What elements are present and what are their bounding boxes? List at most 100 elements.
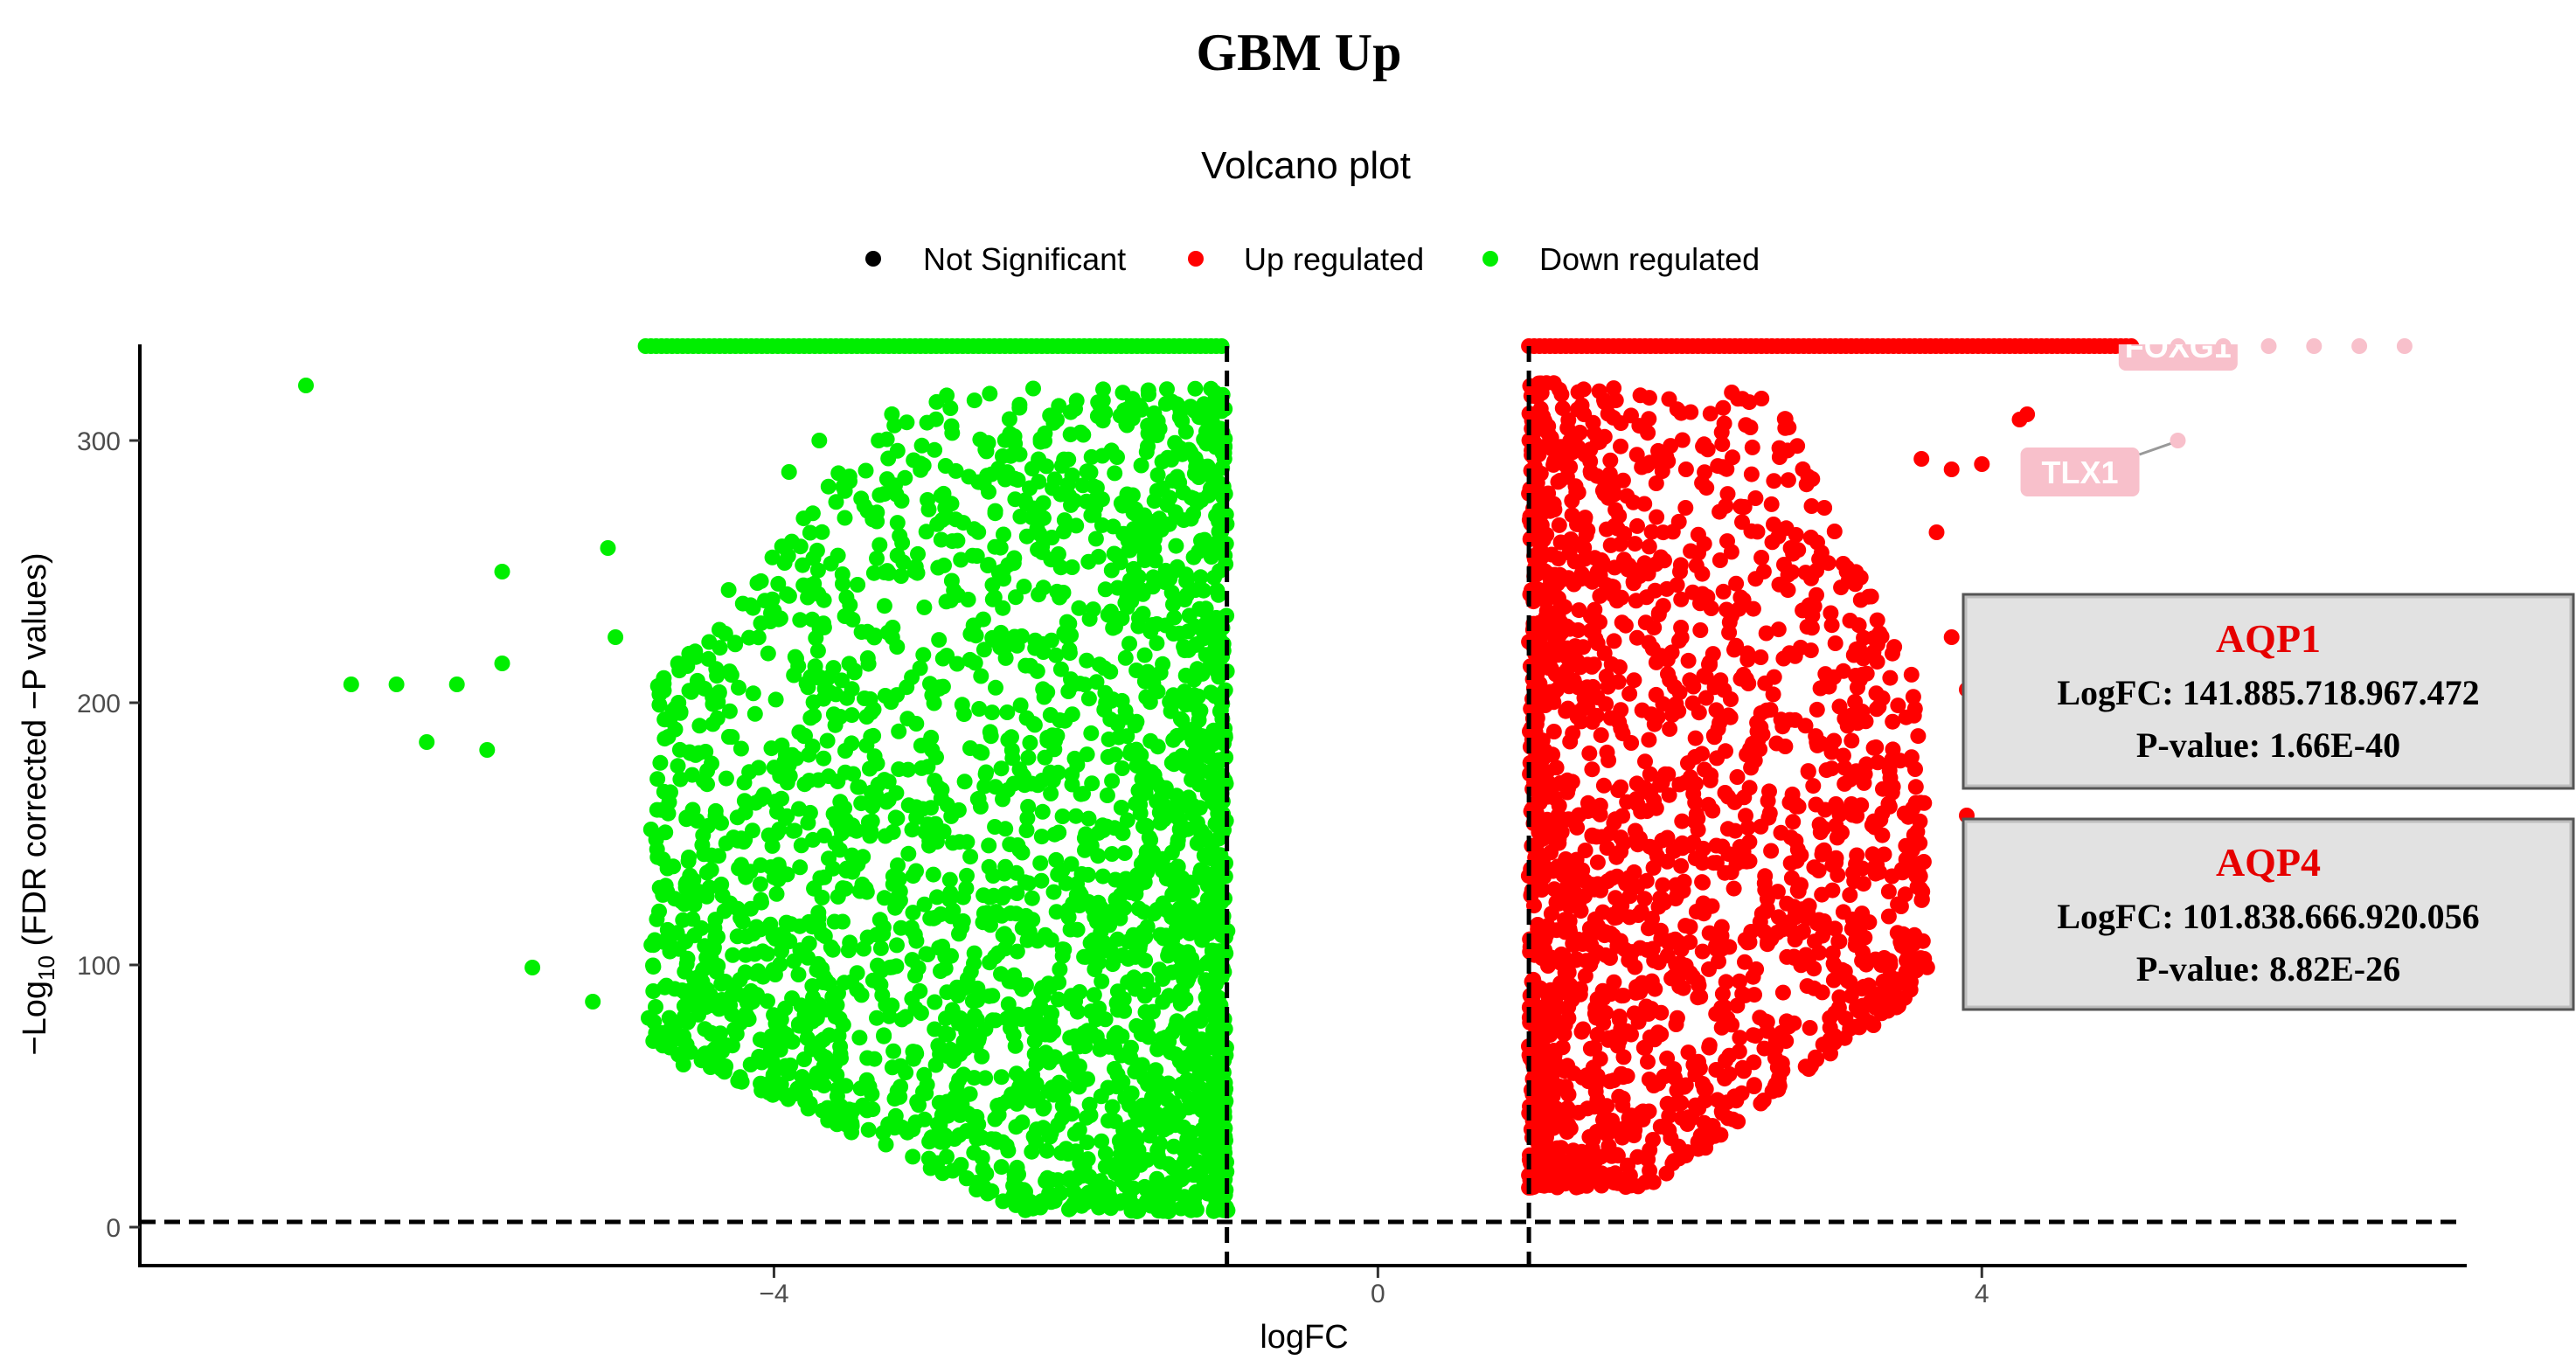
down-regulated-point — [973, 668, 989, 684]
up-regulated-point — [1687, 775, 1704, 792]
down-regulated-point — [824, 941, 841, 958]
up-regulated-point — [1758, 625, 1774, 642]
up-regulated-point — [1739, 651, 1756, 668]
down-regulated-point — [710, 928, 726, 945]
legend-marker-up-regulated — [1188, 251, 1204, 267]
down-regulated-point — [891, 761, 907, 778]
down-regulated-point — [693, 919, 710, 936]
up-regulated-point — [1701, 925, 1718, 941]
down-regulated-point — [987, 1012, 1003, 1029]
down-regulated-point — [1001, 411, 1017, 427]
down-regulated-point — [1166, 1096, 1183, 1113]
up-regulated-point — [1607, 811, 1623, 828]
up-regulated-point — [1882, 953, 1899, 969]
down-regulated-point — [1064, 706, 1080, 723]
up-regulated-point — [1552, 975, 1569, 991]
callout-aqp4-gene: AQP4 — [2216, 840, 2321, 885]
down-regulated-point — [645, 1033, 662, 1049]
down-regulated-point — [1111, 1133, 1128, 1149]
up-regulated-point — [1880, 884, 1897, 899]
down-regulated-point — [927, 411, 944, 427]
up-regulated-point — [1872, 811, 1889, 828]
down-regulated-point — [1095, 381, 1111, 398]
down-regulated-point — [935, 1134, 952, 1150]
down-regulated-point — [1045, 884, 1062, 900]
up-regulated-point — [1561, 648, 1578, 664]
down-regulated-point — [984, 591, 1001, 607]
down-regulated-point — [876, 890, 892, 906]
down-regulated-point — [1043, 932, 1059, 948]
down-regulated-point — [912, 982, 928, 999]
down-regulated-point — [1146, 1066, 1163, 1083]
down-regulated-point — [995, 890, 1010, 906]
down-regulated-point — [941, 871, 958, 888]
down-regulated-point — [661, 1010, 677, 1026]
down-regulated-point — [651, 686, 668, 703]
gene-label: TLX1 — [2020, 433, 2186, 496]
up-regulated-point — [1904, 842, 1920, 858]
up-regulated-point — [1641, 411, 1657, 427]
up-regulated-point — [1842, 887, 1858, 903]
down-regulated-point — [953, 552, 969, 568]
up-regulated-point — [1732, 1030, 1748, 1046]
down-regulated-point — [995, 926, 1011, 943]
down-regulated-point — [1012, 509, 1029, 524]
down-regulated-point — [1183, 510, 1199, 527]
down-regulated-point — [921, 1134, 938, 1150]
down-regulated-point — [774, 1023, 790, 1040]
callout-aqp4: AQP4 LogFC: 101.838.666.920.056 P-value:… — [1962, 817, 2575, 1011]
up-regulated-point — [1566, 1154, 1582, 1169]
up-regulated-point — [1865, 739, 1882, 756]
down-regulated-point — [752, 876, 768, 892]
legend: Not Significant Up regulated Down regula… — [865, 241, 1760, 277]
down-regulated-point — [1193, 823, 1210, 839]
down-regulated-point — [1191, 1155, 1208, 1171]
down-regulated-point — [784, 1033, 801, 1050]
up-regulated-point — [1581, 920, 1598, 937]
up-regulated-point — [1591, 882, 1607, 899]
callout-aqp1-pvalue: P-value: 1.66E-40 — [2136, 725, 2400, 765]
down-regulated-point — [816, 592, 832, 608]
callout-aqp1: AQP1 LogFC: 141.885.718.967.472 P-value:… — [1962, 593, 2575, 790]
down-regulated-point — [1056, 512, 1073, 529]
down-regulated-point — [1071, 1079, 1087, 1095]
up-regulated-point — [1847, 937, 1864, 954]
down-regulated-point — [1136, 647, 1153, 663]
up-regulated-point — [1755, 563, 1772, 579]
up-regulated-point — [1752, 1010, 1768, 1026]
up-regulated-point — [1843, 732, 1860, 749]
up-regulated-point — [1766, 517, 1781, 532]
down-regulated-point — [918, 1085, 934, 1101]
up-regulated-point — [1552, 627, 1567, 643]
down-regulated-point — [1006, 1166, 1023, 1183]
up-regulated-point — [1604, 906, 1621, 923]
down-regulated-point — [1080, 1184, 1097, 1201]
down-regulated-point — [843, 821, 859, 837]
down-regulated-point — [997, 821, 1014, 837]
down-regulated-point — [662, 943, 678, 960]
down-regulated-point — [660, 729, 677, 745]
down-regulated-point — [780, 1091, 796, 1107]
down-regulated-point — [1098, 695, 1114, 711]
down-regulated-point — [1189, 960, 1205, 975]
down-regulated-point — [1147, 552, 1163, 569]
down-regulated-point — [934, 512, 950, 528]
up-regulated-point — [1562, 1121, 1579, 1137]
down-regulated-point — [1217, 720, 1233, 737]
down-regulated-point — [585, 994, 601, 1010]
down-regulated-point — [774, 790, 789, 807]
down-regulated-point — [741, 629, 757, 646]
down-regulated-point — [809, 642, 826, 659]
down-regulated-point — [1071, 1121, 1087, 1138]
up-regulated-point — [1530, 763, 1546, 779]
down-regulated-point — [985, 631, 1002, 648]
down-regulated-point — [1155, 971, 1171, 987]
up-regulated-point — [1614, 589, 1629, 606]
down-regulated-point — [1100, 1079, 1116, 1096]
up-regulated-point — [1612, 536, 1628, 552]
down-regulated-point — [767, 691, 784, 708]
down-regulated-point — [886, 417, 903, 434]
up-regulated-point — [1523, 941, 1539, 958]
up-regulated-point — [1611, 1088, 1628, 1105]
down-regulated-point — [1020, 799, 1037, 815]
